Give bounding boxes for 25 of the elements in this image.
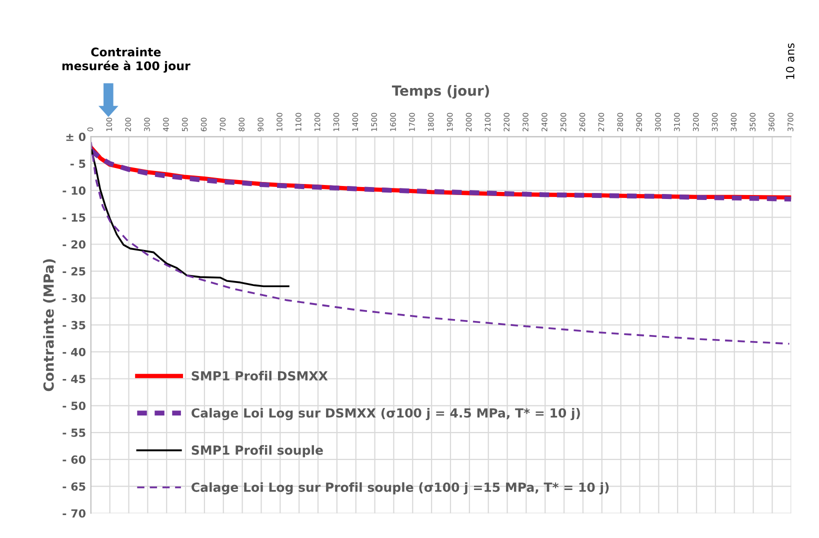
y-tick-label: - 45 <box>62 374 86 384</box>
line-series <box>90 148 290 288</box>
y-tick-label: - 10 <box>62 186 86 195</box>
y-tick-label: - 35 <box>62 320 86 330</box>
y-tick-label: - 20 <box>62 240 86 249</box>
y-tick-label: ± 0 <box>66 132 86 142</box>
y-tick-label: - 50 <box>62 402 86 410</box>
legend-label: Calage Loi Log sur Profil souple (σ100 j =15 MPa, T* = 10 j) <box>192 482 609 494</box>
line-series <box>90 141 790 345</box>
y-tick-label: - 25 <box>62 267 86 276</box>
legend-label: SMP1 Profil DSMXX <box>192 370 328 381</box>
y-tick-label: - 55 <box>62 428 86 437</box>
text: Contrainte mesurée à 100 jour <box>62 47 190 73</box>
legend-label: Calage Loi Log sur DSMXX (σ100 j = 4.5 MPa, T* = 10 j) <box>192 408 580 420</box>
y-tick-label: - 30 <box>62 294 86 302</box>
y-tick-label: - 15 <box>62 213 86 222</box>
y-tick-label: - 40 <box>62 348 86 356</box>
y-tick-label: - 60 <box>62 455 86 464</box>
y-tick-label: - 65 <box>62 482 86 491</box>
legend-label: SMP1 Profil souple <box>192 445 323 458</box>
y-tick-label: - 70 <box>62 509 86 518</box>
x-axis-title: Temps (jour) <box>392 85 489 99</box>
y-tick-label: - 5 <box>70 160 86 168</box>
y-axis-title: Contrainte (MPa) <box>43 259 56 392</box>
text: 10 ans <box>786 43 794 79</box>
